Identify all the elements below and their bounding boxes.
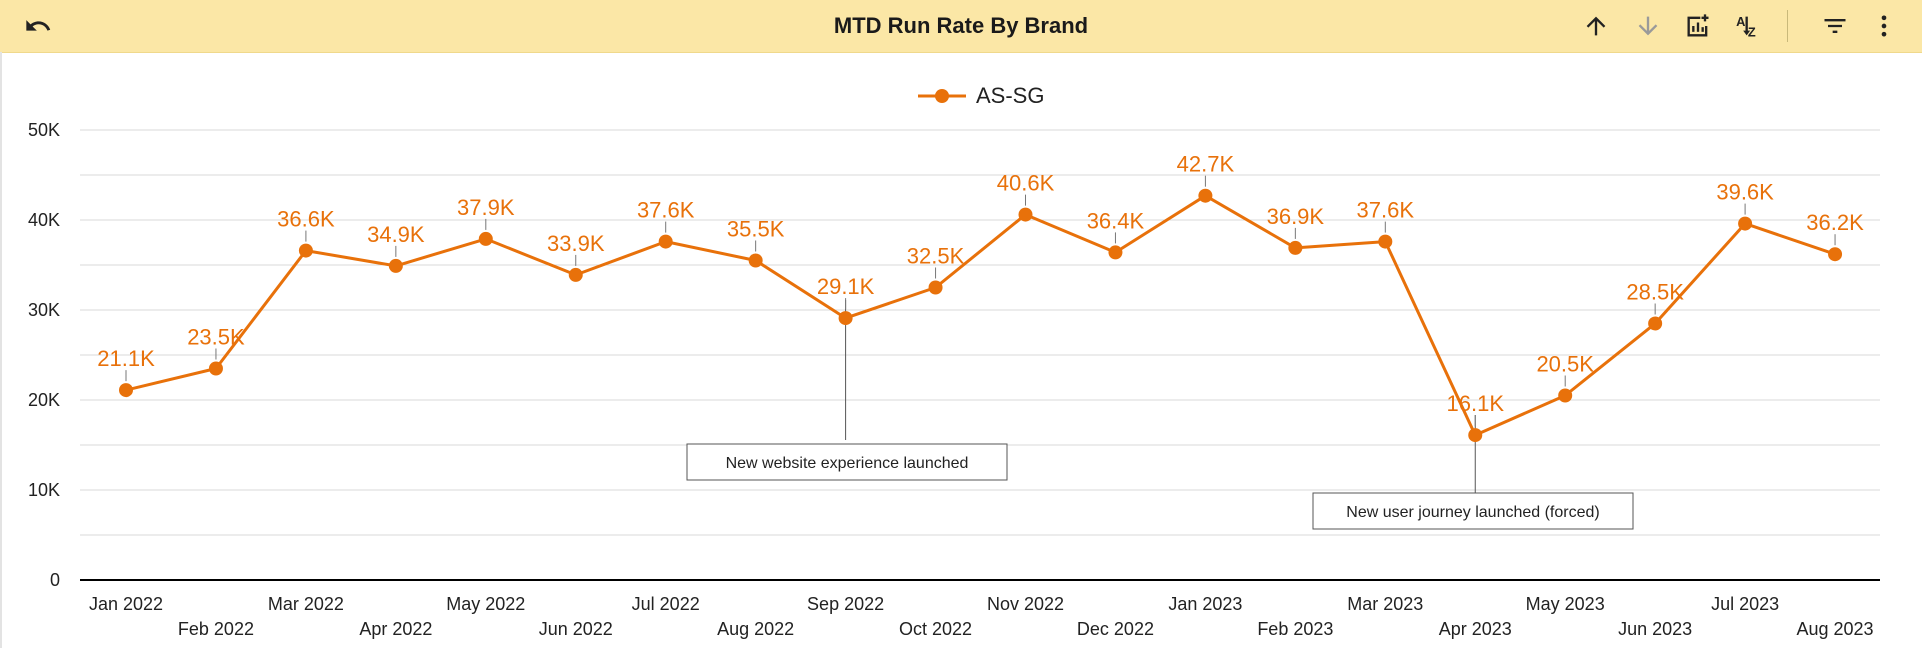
data-point[interactable] bbox=[1108, 245, 1123, 260]
data-point[interactable] bbox=[748, 253, 763, 268]
chart-header: MTD Run Rate By Brand A Z bbox=[0, 0, 1922, 53]
x-tick-label: Sep 2022 bbox=[807, 594, 884, 614]
sort-descending-button[interactable] bbox=[1630, 8, 1666, 44]
x-tick-label: Apr 2022 bbox=[359, 619, 432, 639]
data-label: 23.5K bbox=[187, 325, 245, 350]
data-point[interactable] bbox=[1558, 388, 1573, 403]
legend-marker bbox=[935, 89, 949, 103]
sort-ascending-icon bbox=[1586, 16, 1606, 36]
x-tick-label: Jul 2023 bbox=[1711, 594, 1779, 614]
data-point[interactable] bbox=[928, 280, 943, 295]
data-label: 39.6K bbox=[1716, 180, 1774, 205]
data-point[interactable] bbox=[1018, 207, 1033, 222]
data-point[interactable] bbox=[568, 267, 583, 282]
data-label: 40.6K bbox=[997, 171, 1055, 196]
data-point[interactable] bbox=[838, 311, 853, 326]
legend-label: AS-SG bbox=[976, 83, 1044, 108]
sort-ascending-button[interactable] bbox=[1578, 8, 1614, 44]
sort-descending-icon bbox=[1638, 16, 1658, 36]
data-point[interactable] bbox=[658, 234, 673, 249]
chart-edit-icon bbox=[1687, 14, 1709, 37]
series-line bbox=[125, 194, 1836, 437]
data-point[interactable] bbox=[388, 258, 403, 273]
data-label: 36.4K bbox=[1087, 208, 1145, 233]
line-chart: 0 10K 20K 30K 40K 50K Jan 2022 Feb 2022 Mar 2022… bbox=[28, 83, 1880, 639]
y-tick-label: 20K bbox=[28, 390, 60, 410]
data-point[interactable] bbox=[208, 361, 223, 376]
y-tick-label: 10K bbox=[28, 480, 60, 500]
data-label: 20.5K bbox=[1536, 352, 1594, 377]
chart-title: MTD Run Rate By Brand bbox=[833, 13, 1089, 38]
y-tick-label: 50K bbox=[28, 120, 60, 140]
more-options-button[interactable] bbox=[1866, 8, 1902, 44]
data-label: 36.6K bbox=[277, 207, 335, 232]
chart-area: 0 10K 20K 30K 40K 50K Jan 2022 Feb 2022 Mar 2022… bbox=[0, 52, 1922, 648]
x-tick-label: Nov 2022 bbox=[987, 594, 1064, 614]
data-label: 34.9K bbox=[367, 222, 425, 247]
data-label: 35.5K bbox=[727, 217, 785, 242]
chart-edit-button[interactable] bbox=[1680, 8, 1716, 44]
svg-text:A: A bbox=[1736, 14, 1745, 29]
more-vert-icon bbox=[1881, 15, 1887, 37]
data-label: 16.1K bbox=[1447, 391, 1505, 416]
data-label: 36.2K bbox=[1806, 210, 1864, 235]
data-point[interactable] bbox=[1378, 234, 1393, 249]
x-tick-label: Jan 2022 bbox=[89, 594, 163, 614]
x-tick-label: Feb 2022 bbox=[178, 619, 254, 639]
svg-text:Z: Z bbox=[1748, 25, 1756, 40]
x-tick-label: Aug 2022 bbox=[717, 619, 794, 639]
undo-button[interactable] bbox=[20, 8, 56, 44]
data-point[interactable] bbox=[1648, 316, 1663, 331]
x-tick-label: Feb 2023 bbox=[1257, 619, 1333, 639]
data-point[interactable] bbox=[478, 231, 493, 246]
y-tick-label: 30K bbox=[28, 300, 60, 320]
data-label: 42.7K bbox=[1177, 152, 1235, 177]
x-tick-label: Aug 2023 bbox=[1797, 619, 1874, 639]
x-tick-label: Mar 2022 bbox=[268, 594, 344, 614]
data-point[interactable] bbox=[1468, 428, 1483, 443]
y-tick-label: 0 bbox=[50, 570, 60, 590]
annotation-box bbox=[686, 443, 1008, 481]
data-label: 36.9K bbox=[1267, 204, 1325, 229]
x-tick-label: Oct 2022 bbox=[899, 619, 972, 639]
data-label: 21.1K bbox=[97, 346, 155, 371]
y-tick-label: 40K bbox=[28, 210, 60, 230]
data-point[interactable] bbox=[1738, 216, 1753, 231]
x-tick-label: Jan 2023 bbox=[1168, 594, 1242, 614]
x-tick-label: Mar 2023 bbox=[1347, 594, 1423, 614]
annotation-text: New website experience launched bbox=[726, 455, 969, 472]
x-tick-label: Dec 2022 bbox=[1077, 619, 1154, 639]
sort-az-icon: A Z bbox=[1736, 14, 1756, 40]
data-label: 28.5K bbox=[1626, 280, 1684, 305]
data-label: 32.5K bbox=[907, 244, 965, 269]
data-label: 37.6K bbox=[1357, 198, 1415, 223]
x-tick-label: Jun 2022 bbox=[539, 619, 613, 639]
panel-border bbox=[0, 52, 2, 648]
data-point[interactable] bbox=[1828, 247, 1843, 262]
x-tick-label: Jun 2023 bbox=[1618, 619, 1692, 639]
data-label: 37.6K bbox=[637, 198, 695, 223]
data-point[interactable] bbox=[1288, 240, 1303, 255]
data-point[interactable] bbox=[119, 383, 133, 398]
x-tick-label: Jul 2022 bbox=[632, 594, 700, 614]
x-tick-label: May 2022 bbox=[446, 594, 525, 614]
annotation-box bbox=[1312, 492, 1634, 530]
header-divider bbox=[1787, 10, 1788, 42]
sort-az-button[interactable]: A Z bbox=[1731, 8, 1767, 44]
undo-icon bbox=[26, 20, 51, 31]
filter-icon bbox=[1824, 19, 1846, 33]
data-label: 37.9K bbox=[457, 195, 515, 220]
data-label: 29.1K bbox=[817, 274, 875, 299]
x-tick-label: Apr 2023 bbox=[1439, 619, 1512, 639]
data-point[interactable] bbox=[1198, 188, 1213, 203]
filter-button[interactable] bbox=[1817, 8, 1853, 44]
annotation-text: New user journey launched (forced) bbox=[1346, 504, 1599, 521]
x-tick-label: May 2023 bbox=[1526, 594, 1605, 614]
data-label: 33.9K bbox=[547, 231, 605, 256]
data-point[interactable] bbox=[298, 243, 313, 258]
